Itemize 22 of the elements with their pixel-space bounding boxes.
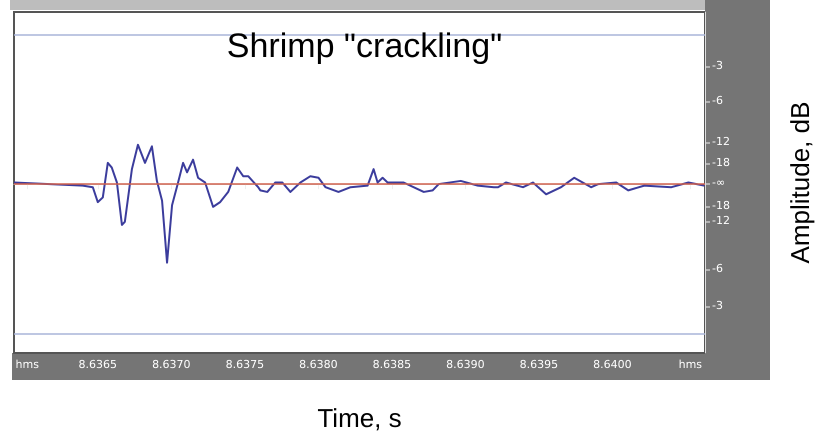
text: -18 xyxy=(712,199,730,212)
text: -12 xyxy=(712,214,730,227)
text: -18 xyxy=(712,156,730,169)
x-tick-label: 8.6400 xyxy=(593,358,632,371)
x-tick-label: 8.6385 xyxy=(372,358,412,371)
text: -6 xyxy=(712,94,723,107)
x-tick-label: 8.6375 xyxy=(226,358,264,371)
text: -3 xyxy=(712,59,723,72)
x-axis-title: Time, s xyxy=(317,403,402,433)
x-tick-label: 8.6365 xyxy=(78,358,118,371)
x-tick-label: hms xyxy=(678,358,702,371)
x-tick-label: 8.6370 xyxy=(152,358,191,371)
chart-title: Shrimp "crackling" xyxy=(226,27,502,65)
x-tick-label: hms xyxy=(16,358,40,371)
text: -3 xyxy=(712,299,723,312)
text: -12 xyxy=(712,135,730,148)
x-tick-label: 8.6390 xyxy=(446,358,485,371)
x-tick-label: 8.6380 xyxy=(299,358,338,371)
text: -6 xyxy=(712,262,723,275)
text: -∞ xyxy=(712,176,726,189)
y-axis-title: Amplitude, dB xyxy=(785,102,815,264)
x-tick-label: 8.6395 xyxy=(520,358,558,371)
